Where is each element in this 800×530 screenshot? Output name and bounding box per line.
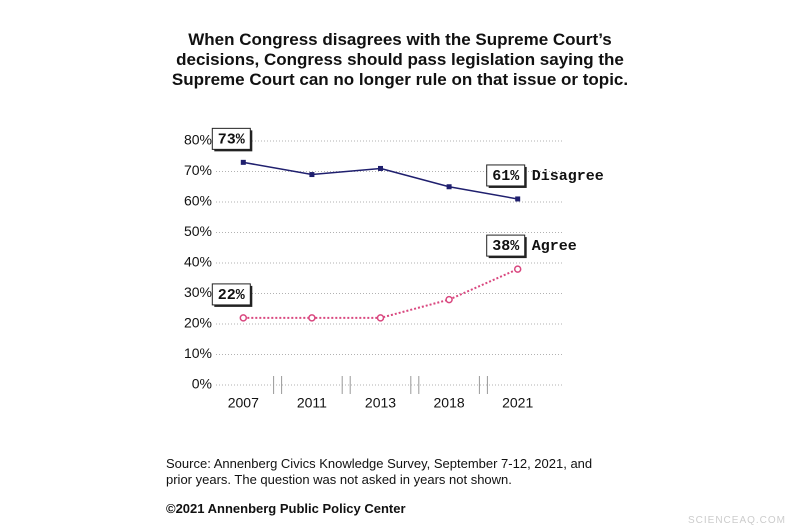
series-label: Agree bbox=[532, 238, 577, 255]
y-tick-label: 0% bbox=[192, 376, 212, 392]
y-tick-label: 30% bbox=[184, 284, 212, 300]
y-tick-label: 10% bbox=[184, 345, 212, 361]
point bbox=[308, 314, 316, 322]
x-tick-label: 2018 bbox=[434, 395, 465, 411]
point bbox=[239, 314, 248, 322]
y-tick-label: 50% bbox=[184, 223, 212, 239]
chart: 0% 10% 20% 30% 40% 50% 60% 70% 80% 2007 2011 2013 20… bbox=[184, 127, 604, 411]
point bbox=[240, 159, 246, 165]
y-tick-label: 60% bbox=[184, 193, 212, 209]
y-tick-label: 40% bbox=[184, 254, 212, 270]
point bbox=[309, 172, 315, 178]
data-label: 38% bbox=[492, 238, 520, 255]
x-tick-label: 2013 bbox=[365, 395, 396, 411]
point bbox=[515, 196, 521, 202]
copyright: ©2021 Annenberg Public Policy Center bbox=[166, 501, 406, 516]
source-note: Source: Annenberg Civics Knowledge Surve… bbox=[166, 456, 593, 487]
data-label: 61% bbox=[492, 168, 520, 185]
data-label: 73% bbox=[218, 131, 246, 148]
y-tick-label: 70% bbox=[184, 162, 212, 178]
x-tick-label: 2007 bbox=[228, 395, 259, 411]
x-tick-label: 2021 bbox=[502, 395, 533, 411]
y-tick-label: 20% bbox=[184, 315, 212, 331]
point bbox=[513, 265, 522, 273]
point bbox=[445, 295, 453, 304]
y-tick-label: 80% bbox=[184, 132, 212, 148]
point bbox=[446, 184, 452, 190]
label-box bbox=[486, 164, 526, 187]
watermark: SCIENCEAQ.COM bbox=[687, 515, 786, 526]
label-box bbox=[211, 283, 251, 306]
series-label: Disagree bbox=[532, 168, 604, 185]
chart-title: When Congress disagrees with the Supreme… bbox=[171, 30, 629, 89]
series-line bbox=[243, 268, 519, 319]
label-box bbox=[486, 234, 526, 257]
label-box bbox=[211, 127, 251, 150]
point bbox=[378, 165, 383, 171]
data-label: 22% bbox=[218, 287, 246, 304]
point bbox=[376, 314, 385, 322]
x-tick-label: 2011 bbox=[297, 395, 327, 411]
